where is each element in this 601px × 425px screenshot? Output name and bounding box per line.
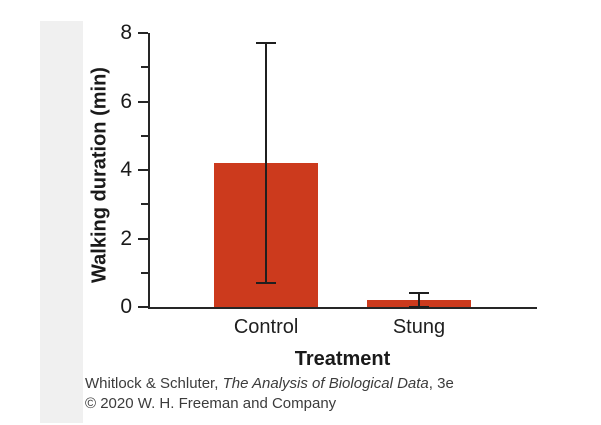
error-bar-cap-bottom (256, 282, 277, 285)
y-axis-major-tick (138, 32, 148, 34)
error-bar-cap-top (408, 292, 429, 295)
y-axis-tick-label: 0 (120, 295, 132, 318)
caption-book-title: The Analysis of Biological Data (222, 375, 429, 392)
x-axis-title: Treatment (294, 348, 391, 370)
plot-area: 0 2 4 6 8 Control Stung (120, 21, 537, 338)
x-axis-category-label: Control (233, 316, 299, 338)
error-bar-line (265, 43, 268, 284)
y-axis-major-tick (138, 306, 148, 308)
y-axis-minor-tick (141, 203, 148, 206)
y-axis-major-tick (138, 100, 148, 103)
error-bar-cap-bottom (408, 306, 429, 308)
y-axis-tick-label: 8 (120, 21, 132, 44)
y-axis-minor-tick (141, 66, 148, 69)
page-margin-strip (40, 21, 83, 423)
y-axis-minor-tick (141, 134, 148, 137)
figure-caption: Whitlock & Schluter, The Analysis of Bio… (85, 374, 454, 414)
y-axis-major-tick (138, 237, 148, 240)
caption-edition: , 3e (428, 375, 454, 392)
error-bar-line (417, 293, 420, 307)
caption-line-2: © 2020 W. H. Freeman and Company (85, 395, 337, 412)
y-axis-minor-tick (141, 271, 148, 274)
y-axis-tick-label: 6 (120, 89, 132, 113)
error-bar-cap-top (256, 42, 277, 45)
y-axis-major-tick (138, 169, 148, 171)
y-axis-tick-label: 2 (120, 226, 132, 250)
x-axis-category-label: Stung (392, 316, 446, 338)
caption-authors: Whitlock & Schluter, (85, 375, 223, 392)
y-axis-tick-label: 4 (120, 158, 132, 181)
caption-line-1: Whitlock & Schluter, The Analysis of Bio… (85, 374, 454, 394)
